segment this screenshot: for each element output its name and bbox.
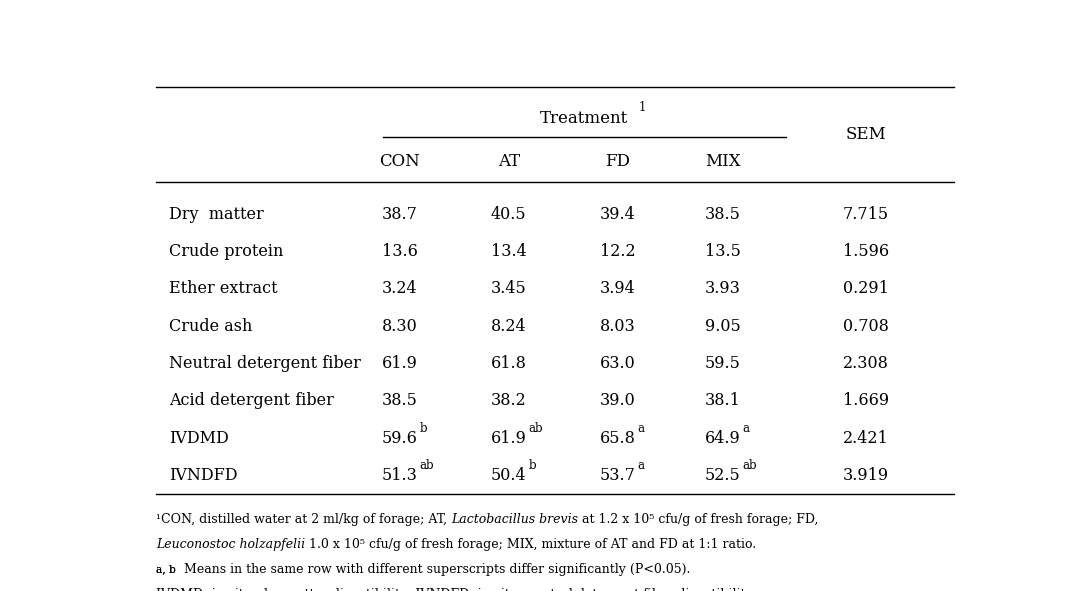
Text: 9.05: 9.05 (705, 318, 741, 335)
Text: 1.0 x 10⁵ cfu/g of fresh forage; MIX, mixture of AT and FD at 1:1 ratio.: 1.0 x 10⁵ cfu/g of fresh forage; MIX, mi… (305, 538, 757, 551)
Text: b: b (529, 459, 536, 472)
Text: 3.919: 3.919 (843, 467, 889, 484)
Text: 40.5: 40.5 (491, 206, 526, 223)
Text: 39.4: 39.4 (600, 206, 636, 223)
Text: 8.30: 8.30 (382, 318, 418, 335)
Text: 13.4: 13.4 (491, 243, 526, 260)
Text: Ether extract: Ether extract (169, 280, 277, 297)
Text: at 1.2 x 10⁵ cfu/g of fresh forage; FD,: at 1.2 x 10⁵ cfu/g of fresh forage; FD, (578, 512, 819, 525)
Text: 3.45: 3.45 (491, 280, 526, 297)
Text: b: b (419, 421, 427, 434)
Text: Treatment: Treatment (540, 110, 628, 127)
Text: ab: ab (743, 459, 757, 472)
Text: 38.1: 38.1 (705, 392, 741, 410)
Text: 0.291: 0.291 (843, 280, 888, 297)
Text: CON: CON (379, 154, 420, 170)
Text: 1.669: 1.669 (843, 392, 889, 410)
Text: 61.8: 61.8 (491, 355, 526, 372)
Text: Dry  matter: Dry matter (169, 206, 263, 223)
Text: 52.5: 52.5 (705, 467, 741, 484)
Text: MIX: MIX (705, 154, 741, 170)
Text: 2.308: 2.308 (843, 355, 888, 372)
Text: in vitro: in vitro (478, 588, 523, 591)
Text: 53.7: 53.7 (600, 467, 636, 484)
Text: 63.0: 63.0 (600, 355, 636, 372)
Text: ab: ab (419, 459, 434, 472)
Text: 12.2: 12.2 (600, 243, 636, 260)
Text: 7.715: 7.715 (843, 206, 889, 223)
Text: IVDMD: IVDMD (169, 430, 229, 447)
Text: 3.94: 3.94 (600, 280, 636, 297)
Text: 64.9: 64.9 (705, 430, 741, 447)
Text: Neutral detergent fiber: Neutral detergent fiber (169, 355, 361, 372)
Text: a: a (638, 421, 644, 434)
Text: 13.6: 13.6 (382, 243, 418, 260)
Text: 1: 1 (639, 101, 647, 114)
Text: 1.596: 1.596 (843, 243, 889, 260)
Text: FD: FD (605, 154, 630, 170)
Text: 65.8: 65.8 (600, 430, 636, 447)
Text: SEM: SEM (845, 126, 886, 143)
Text: a, b: a, b (156, 564, 177, 574)
Text: 38.5: 38.5 (382, 392, 418, 410)
Text: 51.3: 51.3 (382, 467, 418, 484)
Text: 3.24: 3.24 (382, 280, 418, 297)
Text: ab: ab (529, 421, 543, 434)
Text: 59.5: 59.5 (705, 355, 741, 372)
Text: 61.9: 61.9 (491, 430, 526, 447)
Text: in vitro: in vitro (211, 588, 257, 591)
Text: dry matter digestibility; IVNDFD,: dry matter digestibility; IVNDFD, (257, 588, 478, 591)
Text: 0.708: 0.708 (843, 318, 888, 335)
Text: Means in the same row with different superscripts differ significantly (P<0.05).: Means in the same row with different sup… (180, 563, 691, 576)
Text: 38.2: 38.2 (491, 392, 526, 410)
Text: Crude protein: Crude protein (169, 243, 284, 260)
Text: 2.421: 2.421 (843, 430, 888, 447)
Text: AT: AT (498, 154, 520, 170)
Text: 61.9: 61.9 (382, 355, 418, 372)
Text: 8.24: 8.24 (491, 318, 526, 335)
Text: 13.5: 13.5 (705, 243, 741, 260)
Text: Lactobacillus brevis: Lactobacillus brevis (452, 512, 578, 525)
Text: 38.5: 38.5 (705, 206, 741, 223)
Text: 3.93: 3.93 (705, 280, 741, 297)
Text: 8.03: 8.03 (600, 318, 636, 335)
Text: 39.0: 39.0 (600, 392, 636, 410)
Text: neutral detergent fiber digestibility.: neutral detergent fiber digestibility. (523, 588, 755, 591)
Text: a, b: a, b (156, 564, 177, 574)
Text: a: a (743, 421, 749, 434)
Text: IVNDFD: IVNDFD (169, 467, 237, 484)
Text: 59.6: 59.6 (382, 430, 418, 447)
Text: 38.7: 38.7 (382, 206, 418, 223)
Text: a: a (638, 459, 644, 472)
Text: Acid detergent fiber: Acid detergent fiber (169, 392, 334, 410)
Text: Crude ash: Crude ash (169, 318, 252, 335)
Text: IVDMD,: IVDMD, (156, 588, 211, 591)
Text: ¹CON, distilled water at 2 ml/kg of forage; AT,: ¹CON, distilled water at 2 ml/kg of fora… (156, 512, 452, 525)
Text: Leuconostoc holzapfelii: Leuconostoc holzapfelii (156, 538, 305, 551)
Text: 50.4: 50.4 (491, 467, 526, 484)
